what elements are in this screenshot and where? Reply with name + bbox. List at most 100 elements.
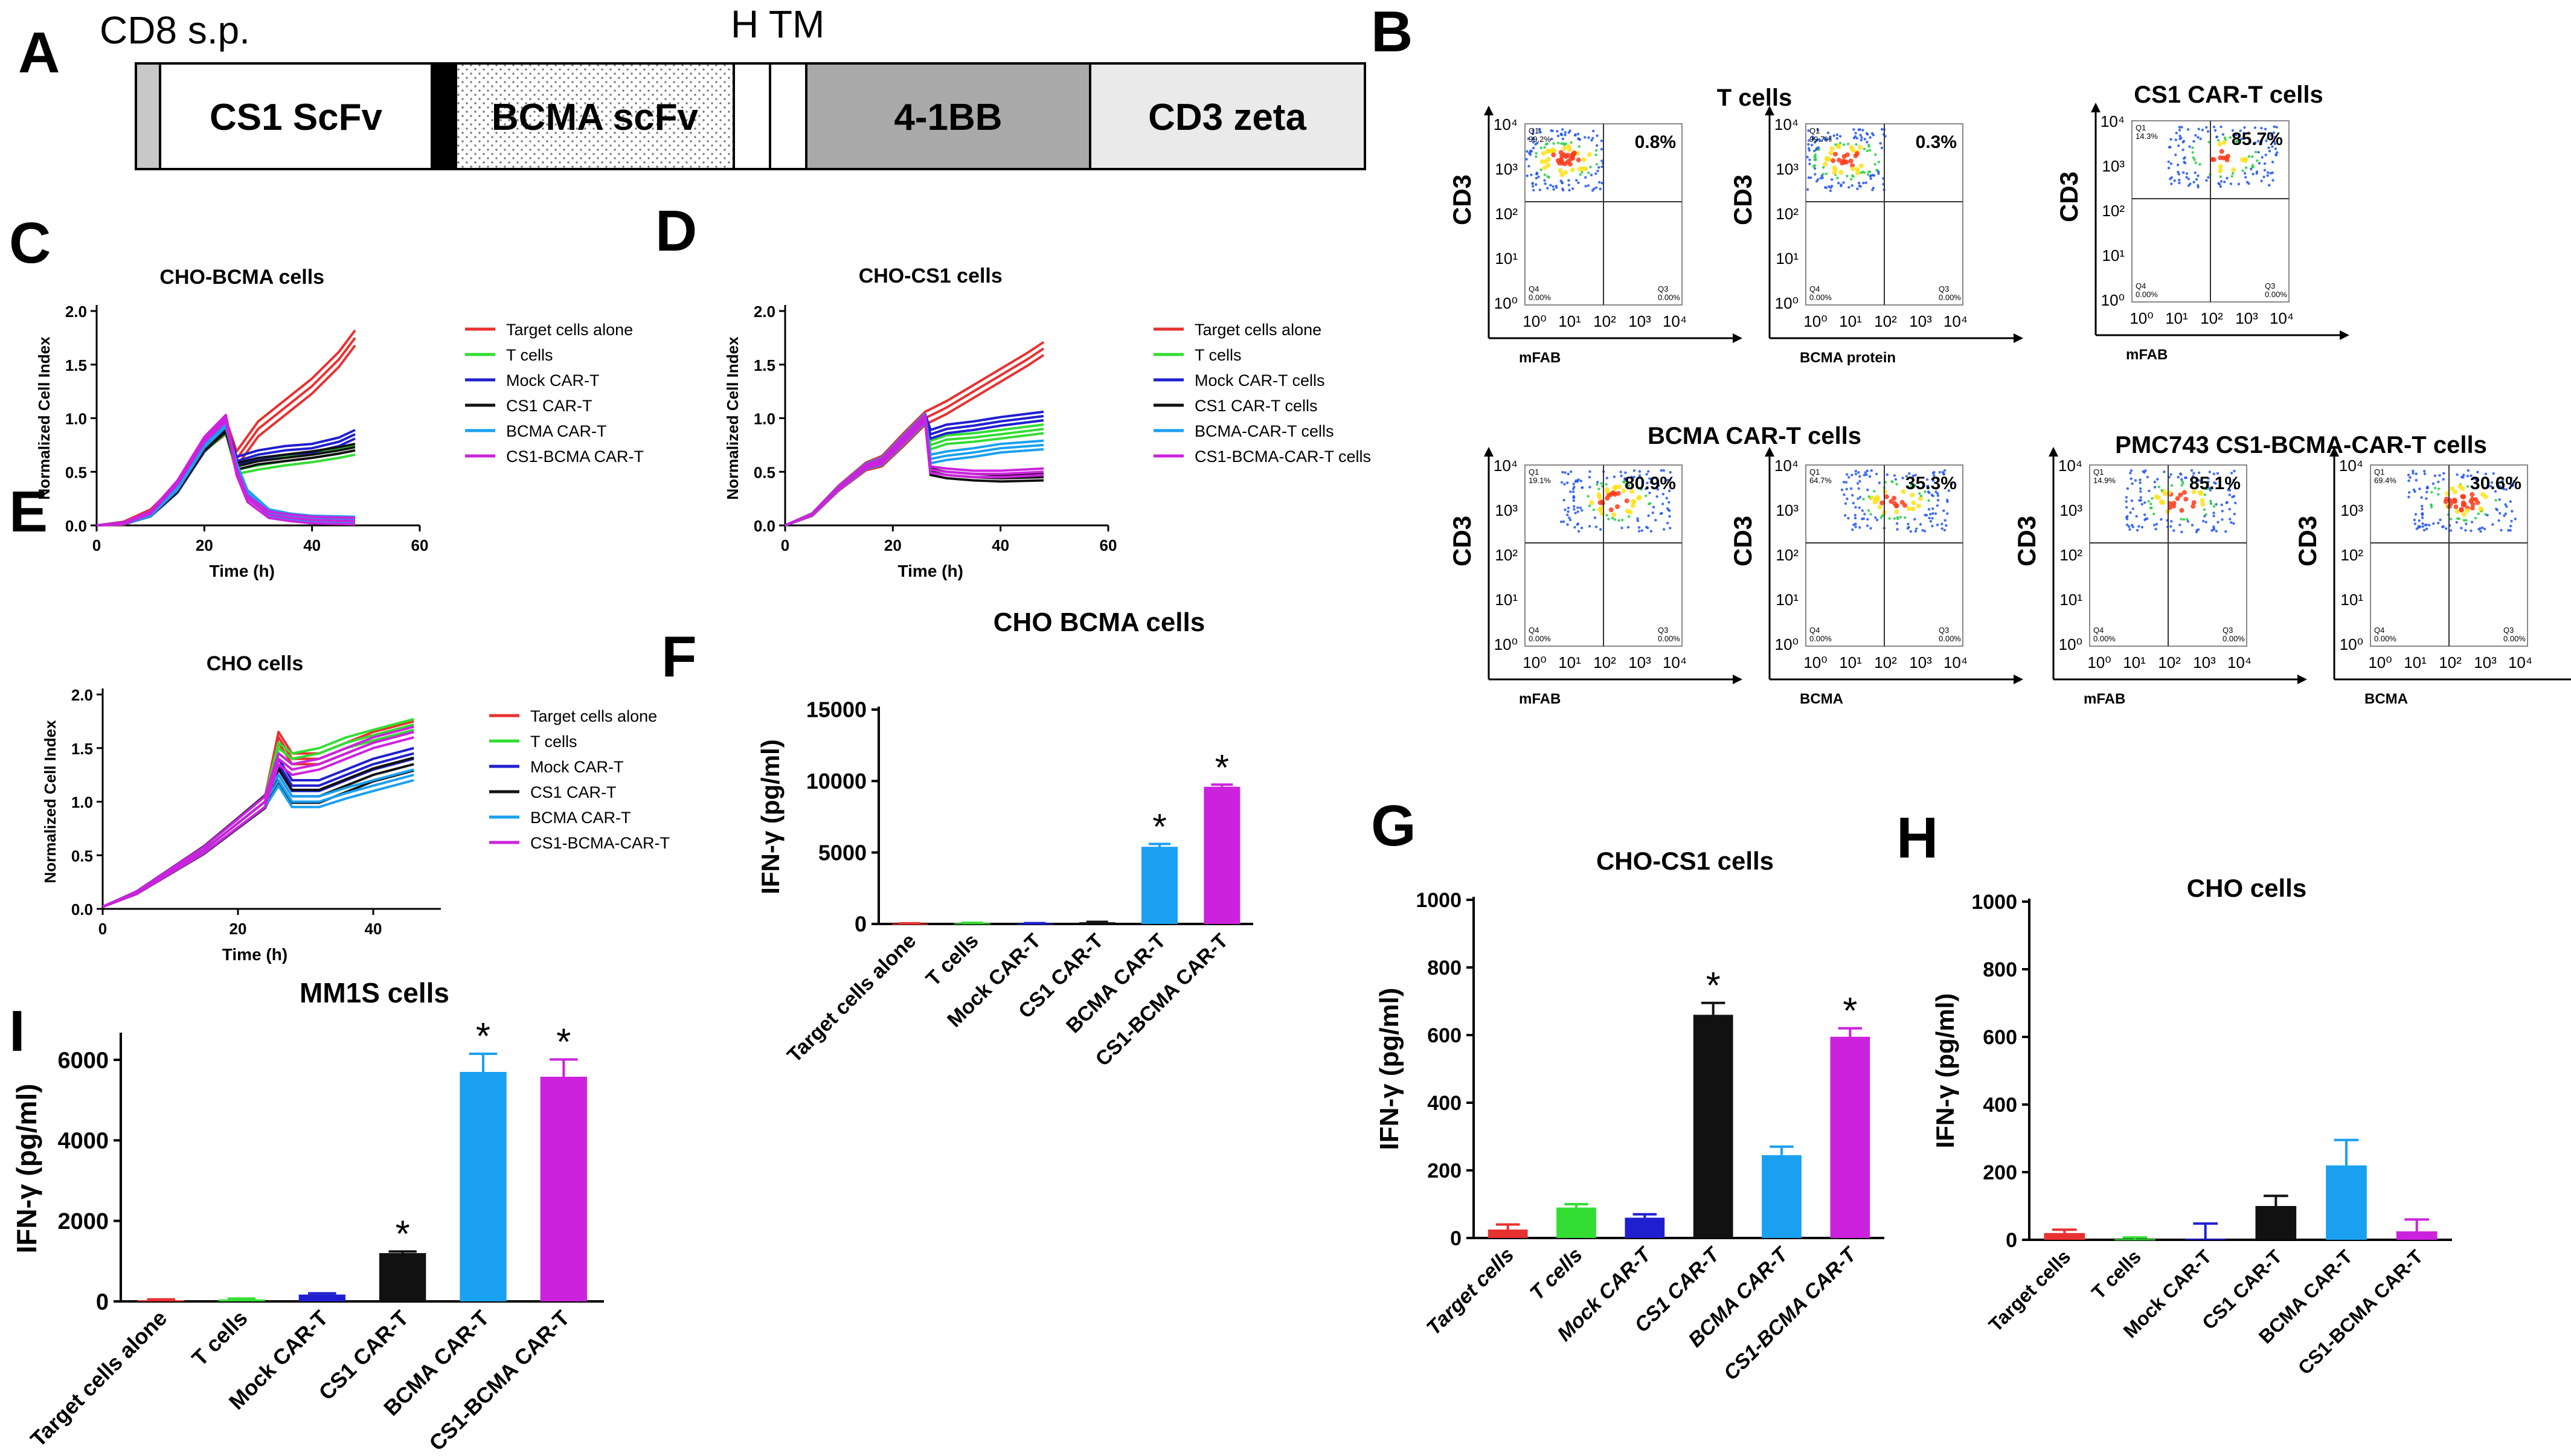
flow-event-dot — [2227, 489, 2230, 492]
flow-event-dot — [1934, 487, 1937, 490]
flow-event-dot — [1668, 515, 1671, 518]
flow-event-dot — [2271, 161, 2274, 164]
flow-q1-percent: 99.2% — [1529, 135, 1551, 144]
flow-event-dot — [1861, 509, 1864, 512]
flow-event-dot — [1873, 490, 1876, 493]
bar-bcma-car-t — [1141, 847, 1178, 924]
flow-event-dot — [1855, 136, 1858, 140]
y-tick-label: 2.0 — [754, 303, 775, 321]
flow-event-dot — [2131, 507, 2134, 510]
flow-event-dot — [1562, 188, 1565, 192]
panel-letter-i: I — [9, 999, 25, 1063]
flow-event-dot — [2511, 510, 2514, 513]
flow-event-dot — [1561, 137, 1564, 141]
legend-label-cs1-car-t: CS1 CAR-T — [506, 397, 592, 415]
flow-event-dot — [1861, 129, 1864, 132]
y-tick-label: 4000 — [57, 1129, 109, 1154]
flow-event-dot — [2470, 529, 2473, 533]
flow-event-dot — [1808, 162, 1811, 165]
flow-event-dot — [1640, 529, 1643, 532]
flow-event-dot — [1638, 474, 1642, 477]
flow-event-dot — [2201, 129, 2204, 132]
flow-y-tick-label: 10⁰ — [2101, 291, 2125, 309]
flow-x-tick-label: 10² — [2200, 309, 2223, 327]
flow-event-dot — [1526, 150, 1529, 153]
flow-event-dot — [2203, 508, 2206, 511]
flow-y-tick-label: 10² — [1495, 205, 1518, 223]
flow-event-dot — [2152, 512, 2155, 516]
flow-event-dot — [1913, 484, 1917, 487]
y-tick-label: 10000 — [806, 769, 867, 794]
flow-event-dot — [1854, 472, 1858, 476]
flow-event-dot — [1651, 511, 1654, 515]
flow-event-dot — [1636, 519, 1639, 522]
flow-event-dot — [1630, 475, 1633, 479]
flow-x-tick-label: 10³ — [2474, 653, 2497, 672]
flow-event-dot — [1869, 513, 1872, 516]
flow-event-dot — [2244, 166, 2248, 169]
bar-bcma-car-t — [2326, 1165, 2367, 1240]
flow-event-dot — [2266, 174, 2269, 177]
flow-event-dot — [1857, 181, 1861, 185]
y-tick-label: 0.5 — [754, 463, 775, 481]
flow-y-tick-label: 10² — [2340, 546, 2363, 564]
flow-event-dot — [2181, 148, 2184, 152]
flow-event-dot — [1581, 171, 1584, 174]
y-tick-label: 6000 — [57, 1048, 109, 1073]
flow-x-arrow — [1733, 675, 1742, 684]
flow-event-dot — [2128, 528, 2131, 531]
flow-event-dot — [1825, 138, 1828, 141]
flow-event-dot — [1545, 149, 1551, 153]
flow-event-dot — [1576, 523, 1579, 526]
flow-event-dot — [2415, 472, 2418, 475]
flow-event-dot — [1846, 497, 1849, 501]
flow-event-dot — [1605, 514, 1608, 517]
flow-event-dot — [2470, 492, 2475, 497]
flow-event-dot — [1666, 478, 1669, 482]
flow-event-dot — [1826, 131, 1830, 135]
flow-event-dot — [1919, 523, 1922, 526]
flow-event-dot — [1545, 162, 1551, 168]
flow-event-dot — [1892, 501, 1897, 506]
flow-event-dot — [1823, 136, 1826, 140]
flow-event-dot — [1845, 487, 1848, 491]
category-label-target-cells-alone: Target cells alone — [783, 929, 920, 1067]
flow-event-dot — [2430, 504, 2433, 507]
flow-event-dot — [1637, 526, 1641, 529]
flow-event-dot — [1542, 165, 1547, 171]
flow-y-arrow — [2049, 447, 2058, 457]
flow-event-dot — [1806, 188, 1809, 191]
flow-event-dot — [1840, 184, 1843, 188]
flow-event-dot — [2271, 179, 2274, 182]
segment-label-4-1bb: 4-1BB — [894, 97, 1002, 138]
flow-event-dot — [1564, 471, 1567, 474]
flow-event-dot — [2191, 489, 2197, 495]
flow-event-dot — [2181, 479, 2184, 483]
flow-event-dot — [2234, 501, 2237, 505]
flow-event-dot — [2220, 155, 2226, 161]
flow-event-dot — [1921, 529, 1924, 532]
flow-x-tick-label: 10³ — [1628, 653, 1651, 672]
flow-event-dot — [2191, 146, 2194, 149]
flow-plot: 80.9%Q119.1%Q40.00%Q30.00%10⁴10³10²10¹10… — [1448, 447, 1742, 707]
flow-event-dot — [1860, 136, 1863, 139]
flow-event-dot — [1584, 136, 1587, 139]
flow-event-dot — [2139, 496, 2142, 499]
flow-event-dot — [1874, 153, 1877, 156]
flow-event-dot — [2220, 180, 2223, 183]
flow-event-dot — [2256, 159, 2259, 162]
flow-event-dot — [2139, 478, 2142, 481]
flow-event-dot — [2479, 527, 2482, 530]
flow-event-dot — [2219, 149, 2224, 154]
flow-event-dot — [2494, 490, 2497, 493]
flow-event-dot — [2474, 478, 2477, 481]
flow-event-dot — [2264, 127, 2267, 130]
flow-event-dot — [1564, 131, 1567, 134]
flow-event-dot — [1576, 506, 1579, 509]
flow-q2-percent: 0.3% — [1916, 132, 1957, 152]
flow-event-dot — [2276, 151, 2279, 154]
flow-event-dot — [1596, 169, 1599, 173]
flow-event-dot — [2498, 498, 2501, 501]
flow-y-tick-label: 10⁴ — [2058, 457, 2082, 475]
flow-x-tick-label: 10² — [1874, 312, 1897, 330]
